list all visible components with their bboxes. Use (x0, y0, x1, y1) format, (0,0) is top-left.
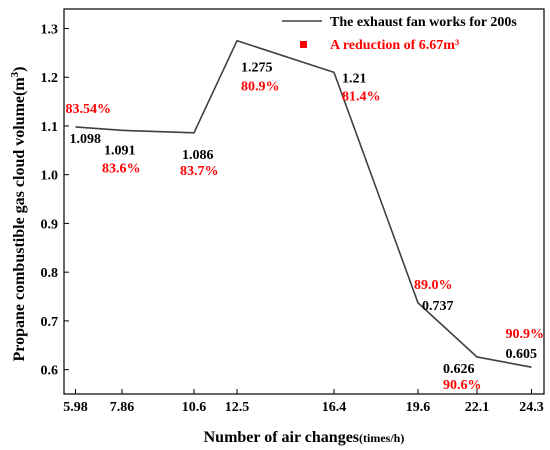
y-tick-label: 0.6 (41, 364, 59, 379)
series-group (75, 39, 532, 368)
y-tick-label: 1.0 (41, 169, 59, 184)
y-axis-label: Propane combustible gas cloud volume(m3) (9, 67, 28, 362)
x-tick-label: 7.86 (110, 400, 135, 415)
y-tick-label: 1.3 (41, 22, 59, 37)
value-label: 1.091 (104, 143, 136, 158)
x-axis-label-unit: (times/h) (359, 431, 404, 445)
value-label: 0.737 (422, 299, 454, 314)
y-tick-label: 0.9 (41, 217, 59, 232)
x-axis-label-main: Number of air changes (204, 429, 359, 446)
x-tick-label: 19.6 (406, 400, 431, 415)
x-axis-label: Number of air changes(times/h) (204, 429, 405, 446)
y-axis-label-unit-open: (m (11, 77, 28, 96)
y-axis-label-main: Propane combustible gas cloud volume (11, 96, 28, 362)
x-tick-label: 10.6 (182, 400, 207, 415)
percent-label: 90.6% (443, 378, 482, 393)
x-tick-label: 22.1 (465, 400, 490, 415)
series-line (75, 39, 532, 368)
x-tick-label: 16.4 (322, 400, 347, 415)
percent-label: 90.9% (506, 327, 545, 342)
x-tick-label: 5.98 (63, 400, 88, 415)
value-label: 1.21 (342, 71, 367, 86)
y-tick-label: 1.2 (41, 71, 59, 86)
percent-label: 83.7% (180, 164, 219, 179)
value-label: 0.605 (506, 347, 538, 362)
y-axis-label-unit-sup: 3 (9, 71, 21, 77)
axis-ticks: 0.6 0.7 0.8 0.9 1.0 1.1 1.2 1.3 5.98 7.86 10.6 12.5… (41, 22, 544, 415)
legend-reduction-label: A reduction of 6.67m³ (330, 38, 459, 53)
percent-label: 89.0% (414, 278, 453, 293)
value-label: 1.275 (241, 61, 273, 76)
legend-red-square-icon (300, 41, 307, 48)
value-label: 1.086 (182, 148, 214, 163)
x-tick-label: 12.5 (225, 400, 250, 415)
value-label: 0.626 (443, 362, 475, 377)
y-axis-label-unit-close: ) (11, 67, 28, 72)
x-tick-label: 24.3 (519, 400, 544, 415)
legend-series-label: The exhaust fan works for 200s (330, 15, 517, 30)
percent-label: 83.54% (66, 102, 112, 117)
value-label: 1.098 (70, 132, 102, 147)
y-tick-label: 0.8 (41, 266, 59, 281)
percent-label: 83.6% (102, 161, 141, 176)
y-tick-label: 1.1 (41, 120, 59, 135)
percent-label: 80.9% (241, 80, 280, 95)
percent-label: 81.4% (342, 89, 381, 104)
y-tick-label: 0.7 (41, 315, 59, 330)
legend: The exhaust fan works for 200s A reducti… (282, 15, 517, 53)
plot-frame (63, 8, 545, 395)
